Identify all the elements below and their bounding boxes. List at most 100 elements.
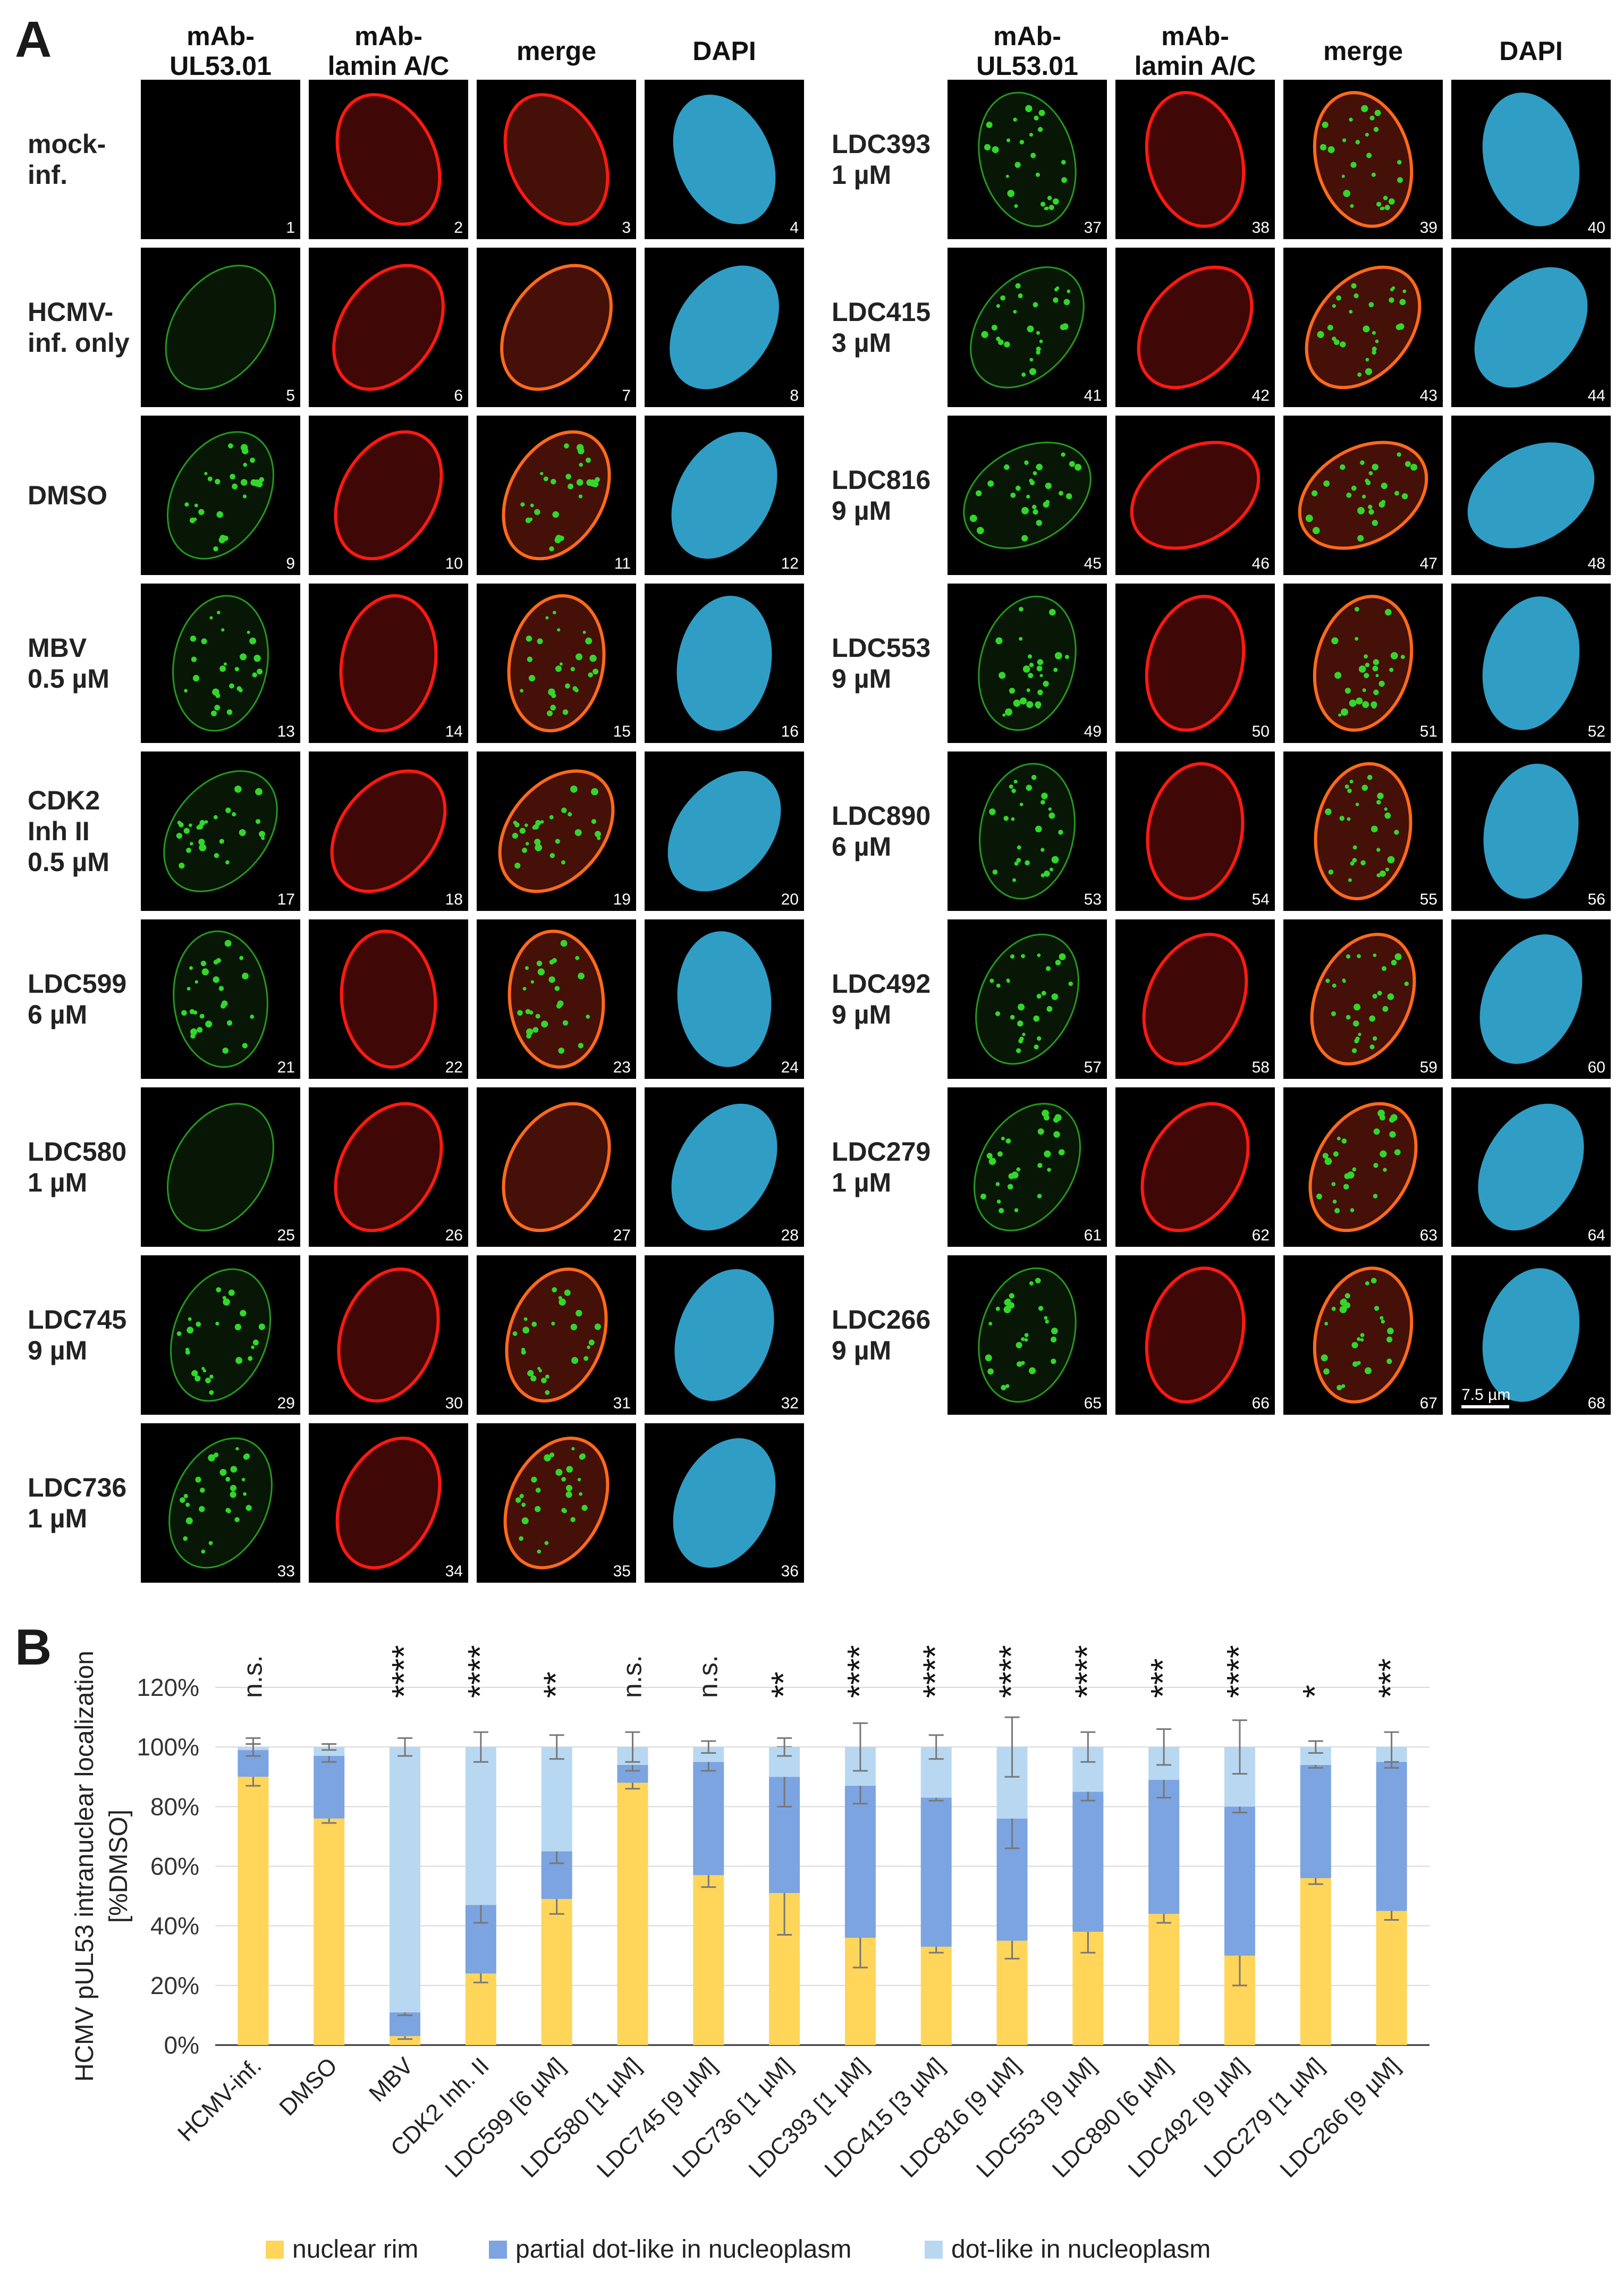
tile-number: 26 bbox=[445, 1227, 463, 1244]
micrograph-tile: 51 bbox=[1283, 584, 1443, 743]
micrograph-tile: 35 bbox=[477, 1423, 636, 1583]
tile-number: 45 bbox=[1084, 555, 1102, 572]
micrograph-tile: 39 bbox=[1283, 80, 1443, 239]
legend-swatch-blue bbox=[489, 2240, 507, 2259]
micrograph-tile: 47 bbox=[1283, 416, 1443, 575]
tile-number: 52 bbox=[1587, 723, 1605, 740]
tile-number: 17 bbox=[277, 891, 295, 908]
tile-number: 46 bbox=[1251, 555, 1270, 572]
micrograph-tile: 7 bbox=[477, 248, 636, 407]
tile-number: 59 bbox=[1419, 1059, 1437, 1076]
tile-number: 48 bbox=[1587, 555, 1605, 572]
tile-number: 39 bbox=[1419, 219, 1437, 237]
tile-number: 62 bbox=[1251, 1227, 1270, 1244]
micrograph-tile: 3 bbox=[477, 80, 636, 239]
x-tick-label: DMSO bbox=[274, 2053, 342, 2121]
tile-number: 12 bbox=[781, 555, 799, 572]
micrograph-tile: 64 bbox=[1451, 1087, 1611, 1247]
micrograph-tile: 1 bbox=[141, 80, 300, 239]
tile-number: 54 bbox=[1251, 891, 1270, 908]
micrograph-tile: 31 bbox=[477, 1255, 636, 1415]
tile-number: 24 bbox=[781, 1059, 799, 1076]
micrograph-tile: 24 bbox=[645, 919, 804, 1079]
significance-label: *** bbox=[1372, 1658, 1410, 1698]
bar-segment bbox=[1072, 1792, 1104, 1932]
tile-number: 68 bbox=[1587, 1395, 1605, 1412]
micrograph-tile: 62 bbox=[1115, 1087, 1275, 1247]
y-tick-label: 20% bbox=[150, 1972, 199, 1999]
tile-number: 51 bbox=[1419, 723, 1437, 740]
tile-number: 60 bbox=[1587, 1059, 1605, 1076]
tile-number: 9 bbox=[286, 555, 295, 572]
x-tick-label: HCMV-inf. bbox=[173, 2053, 266, 2146]
micrograph-tile: 55 bbox=[1283, 751, 1443, 911]
significance-label: **** bbox=[1220, 1645, 1258, 1698]
tile-number: 29 bbox=[277, 1395, 295, 1412]
micrograph-tile: 52 bbox=[1451, 584, 1611, 743]
tile-number: 47 bbox=[1419, 555, 1437, 572]
bar-segment bbox=[920, 1946, 952, 2045]
row-label: LDC816 9 µM bbox=[832, 465, 931, 526]
legend-swatch-lightblue bbox=[925, 2240, 943, 2259]
bar-segment bbox=[920, 1797, 952, 1947]
tile-number: 61 bbox=[1084, 1227, 1102, 1244]
tile-number: 1 bbox=[286, 219, 295, 237]
tile-number: 15 bbox=[613, 723, 631, 740]
micrograph-tile: 20 bbox=[645, 751, 804, 911]
significance-label: **** bbox=[1068, 1645, 1106, 1698]
tile-number: 43 bbox=[1419, 387, 1437, 404]
micrograph-tile: 30 bbox=[309, 1255, 468, 1415]
tile-number: 18 bbox=[445, 891, 463, 908]
row-label: MBV 0.5 µM bbox=[28, 633, 109, 694]
scale-bar-label: 7.5 µm bbox=[1461, 1386, 1511, 1404]
tile-number: 13 bbox=[277, 723, 295, 740]
scale-bar-line bbox=[1461, 1405, 1509, 1408]
y-tick-label: 100% bbox=[137, 1733, 199, 1761]
tile-number: 63 bbox=[1419, 1227, 1437, 1244]
bar-segment bbox=[693, 1875, 724, 2045]
row-label: LDC492 9 µM bbox=[832, 969, 931, 1029]
tile-number: 7 bbox=[622, 387, 631, 404]
micrograph-tile: 10 bbox=[309, 416, 468, 575]
y-tick-label: 0% bbox=[164, 2031, 199, 2059]
tile-number: 66 bbox=[1251, 1395, 1270, 1412]
bar-segment bbox=[314, 1747, 345, 1756]
micrograph-tile: 2 bbox=[309, 80, 468, 239]
legend-label: dot-like in nucleoplasm bbox=[951, 2235, 1211, 2263]
micrograph-tile: 8 bbox=[645, 248, 804, 407]
tile-number: 57 bbox=[1084, 1059, 1102, 1076]
bar-segment bbox=[465, 1747, 496, 1905]
column-header: merge bbox=[516, 36, 597, 66]
column-header: mAb- lamin A/C bbox=[1134, 21, 1256, 81]
micrograph-tile: 41 bbox=[948, 248, 1107, 407]
tile-number: 36 bbox=[781, 1562, 799, 1580]
localization-bar-chart: 0% 20% 40% 60% 80% 100% 120% HCMV pUL53 intranu… bbox=[71, 1645, 1430, 2183]
x-tick-label: MBV bbox=[364, 2053, 419, 2107]
significance-label: **** bbox=[840, 1645, 878, 1698]
tile-number: 35 bbox=[613, 1562, 631, 1580]
significance-label: n.s. bbox=[617, 1655, 647, 1698]
micrograph-tile: 33 bbox=[141, 1423, 300, 1583]
micrograph-tile: 27 bbox=[477, 1087, 636, 1247]
tile-number: 4 bbox=[790, 219, 799, 237]
bar-segment bbox=[693, 1762, 724, 1876]
bar-segment bbox=[541, 1899, 572, 2045]
row-label: mock- inf. bbox=[28, 129, 106, 190]
bar-segment bbox=[314, 1755, 345, 1819]
micrograph-tile: 9 bbox=[141, 416, 300, 575]
micrograph-tile: 23 bbox=[477, 919, 636, 1079]
tile-number: 58 bbox=[1251, 1059, 1270, 1076]
tile-number: 53 bbox=[1084, 891, 1102, 908]
micrograph-tile: 58 bbox=[1115, 919, 1275, 1079]
bar-segment bbox=[390, 2036, 421, 2045]
micrograph-tile: 22 bbox=[309, 919, 468, 1079]
row-label: LDC745 9 µM bbox=[28, 1305, 127, 1365]
tile-number: 14 bbox=[445, 723, 463, 740]
row-label: LDC279 1 µM bbox=[832, 1137, 931, 1197]
bar-segment bbox=[844, 1786, 876, 1938]
bar-segment bbox=[1148, 1779, 1180, 1914]
bar-segment bbox=[1148, 1914, 1180, 2045]
tile-number: 27 bbox=[613, 1227, 631, 1244]
row-label: LDC580 1 µM bbox=[28, 1137, 127, 1197]
row-label: LDC736 1 µM bbox=[28, 1473, 127, 1533]
